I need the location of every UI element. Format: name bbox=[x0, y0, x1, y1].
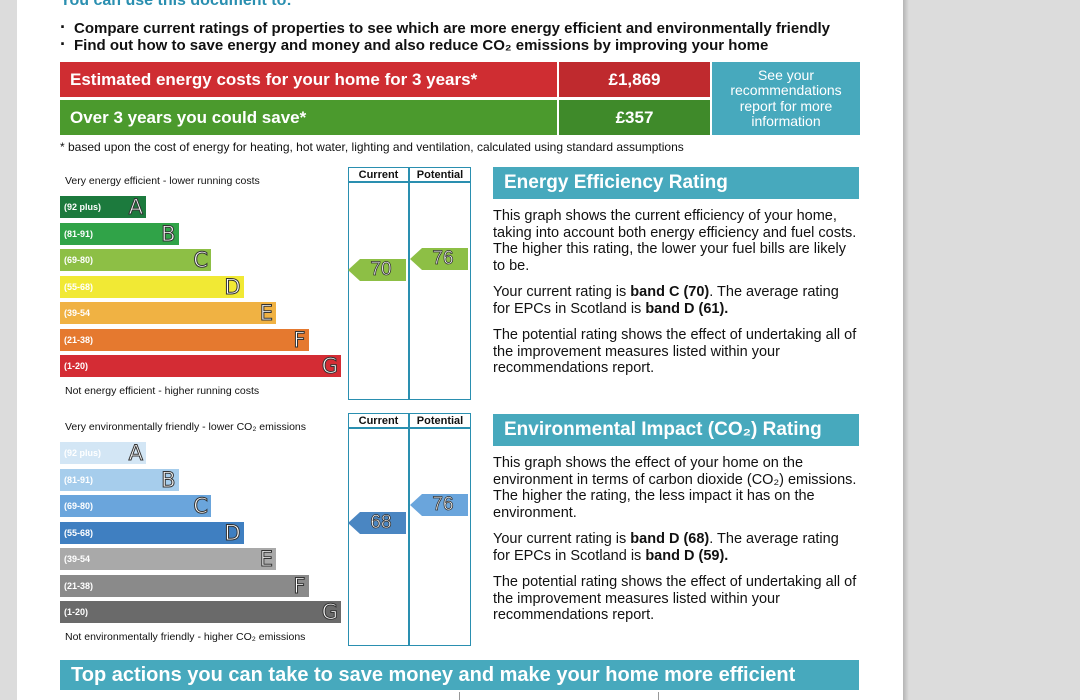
energy-band-range: (21-38) bbox=[64, 334, 94, 345]
intro-bullet-1: Compare current ratings of properties to… bbox=[60, 19, 830, 37]
env-band-letter: D bbox=[224, 520, 241, 545]
energy-potential-arrow: 76 bbox=[410, 248, 468, 270]
recommendations-box: See your recommendations report for more… bbox=[712, 62, 860, 135]
energy-band-letter: F bbox=[293, 327, 306, 352]
energy-band-d: (55-68) D bbox=[60, 274, 244, 299]
env-band-e: (39-54 E bbox=[60, 547, 276, 571]
env-band-c: (69-80) C bbox=[60, 494, 211, 518]
savings-value: £357 bbox=[559, 100, 710, 135]
page-shadow bbox=[903, 0, 909, 700]
energy-band-f: (21-38) F bbox=[60, 327, 309, 352]
energy-para-3: The potential rating shows the effect of… bbox=[493, 327, 857, 376]
energy-band-letter: A bbox=[128, 195, 143, 219]
env-band-letter: G bbox=[321, 600, 338, 624]
energy-col-potential: Potential bbox=[416, 169, 464, 181]
energy-band-c: (69-80) C bbox=[60, 248, 211, 272]
energy-band-letter: D bbox=[224, 274, 241, 299]
env-band-f: (21-38) F bbox=[60, 573, 309, 598]
env-bottom-note: Not environmentally friendly - higher CO… bbox=[65, 631, 306, 643]
energy-band-a: (92 plus) A bbox=[60, 195, 146, 219]
energy-bottom-note: Not energy efficient - higher running co… bbox=[65, 385, 260, 397]
env-band-letter: B bbox=[161, 467, 176, 492]
env-section-title: Environmental Impact (CO₂) Rating bbox=[493, 414, 859, 446]
env-band-g: (1-20) G bbox=[60, 600, 341, 624]
energy-band-range: (55-68) bbox=[64, 281, 94, 292]
env-rating-chart: Current Potential Very environmentally f… bbox=[60, 413, 472, 646]
env-band-letter: E bbox=[259, 547, 273, 571]
energy-band-b: (81-91) B bbox=[60, 221, 179, 246]
energy-band-letter: B bbox=[161, 221, 176, 246]
energy-band-letter: G bbox=[321, 354, 338, 378]
intro-bullets: Compare current ratings of properties to… bbox=[60, 19, 830, 54]
intro-heading: You can use this document to: bbox=[60, 0, 292, 9]
energy-description: This graph shows the current efficiency … bbox=[493, 208, 858, 387]
energy-current-arrow: 70 bbox=[348, 259, 406, 281]
epc-document-page: You can use this document to: Compare cu… bbox=[17, 0, 903, 700]
env-band-a: (92 plus) A bbox=[60, 441, 146, 465]
env-band-range: (55-68) bbox=[64, 527, 94, 538]
energy-band-e: (39-54 E bbox=[60, 301, 276, 325]
env-band-range: (39-54 bbox=[64, 554, 91, 564]
energy-band-letter: C bbox=[193, 248, 209, 272]
env-band-range: (81-91) bbox=[64, 474, 94, 485]
env-band-range: (92 plus) bbox=[64, 448, 102, 458]
savings-label: Over 3 years you could save* bbox=[60, 100, 557, 135]
energy-band-g: (1-20) G bbox=[60, 354, 341, 378]
env-current-arrow: 68 bbox=[348, 512, 406, 534]
env-columns-frame bbox=[348, 413, 471, 646]
energy-col-current: Current bbox=[358, 169, 399, 181]
energy-para-1: This graph shows the current efficiency … bbox=[493, 208, 857, 274]
energy-section-title: Energy Efficiency Rating bbox=[493, 167, 859, 199]
env-description: This graph shows the effect of your home… bbox=[493, 455, 858, 634]
top-actions-title: Top actions you can take to save money a… bbox=[60, 660, 859, 690]
env-para-2: Your current rating is band D (68). The … bbox=[493, 531, 839, 564]
env-col-current: Current bbox=[358, 415, 399, 427]
intro-bullet-2: Find out how to save energy and money an… bbox=[60, 36, 830, 54]
energy-band-range: (1-20) bbox=[64, 361, 89, 371]
env-band-letter: C bbox=[193, 494, 209, 518]
energy-band-letter: E bbox=[259, 301, 273, 325]
energy-band-range: (39-54 bbox=[64, 308, 91, 318]
env-potential-arrow: 76 bbox=[410, 494, 468, 516]
env-band-letter: A bbox=[128, 441, 143, 465]
energy-columns-frame bbox=[348, 167, 471, 400]
energy-band-range: (81-91) bbox=[64, 228, 94, 239]
energy-band-range: (92 plus) bbox=[64, 202, 102, 212]
env-band-range: (1-20) bbox=[64, 607, 89, 617]
env-para-1: This graph shows the effect of your home… bbox=[493, 455, 857, 521]
cost-footnote: * based upon the cost of energy for heat… bbox=[60, 140, 684, 154]
env-band-b: (81-91) B bbox=[60, 467, 179, 492]
energy-band-range: (69-80) bbox=[64, 255, 94, 265]
estimated-costs-label: Estimated energy costs for your home for… bbox=[60, 62, 557, 97]
env-col-potential: Potential bbox=[416, 415, 464, 427]
energy-rating-chart: Current Potential Very energy efficient … bbox=[60, 167, 472, 400]
env-band-letter: F bbox=[293, 573, 306, 598]
env-band-range: (21-38) bbox=[64, 580, 94, 591]
env-band-range: (69-80) bbox=[64, 501, 94, 511]
env-para-3: The potential rating shows the effect of… bbox=[493, 574, 857, 623]
estimated-costs-value: £1,869 bbox=[559, 62, 710, 97]
energy-para-2: Your current rating is band C (70). The … bbox=[493, 284, 839, 317]
energy-top-note: Very energy efficient - lower running co… bbox=[65, 175, 260, 187]
env-band-d: (55-68) D bbox=[60, 520, 244, 545]
env-top-note: Very environmentally friendly - lower CO… bbox=[65, 421, 306, 433]
